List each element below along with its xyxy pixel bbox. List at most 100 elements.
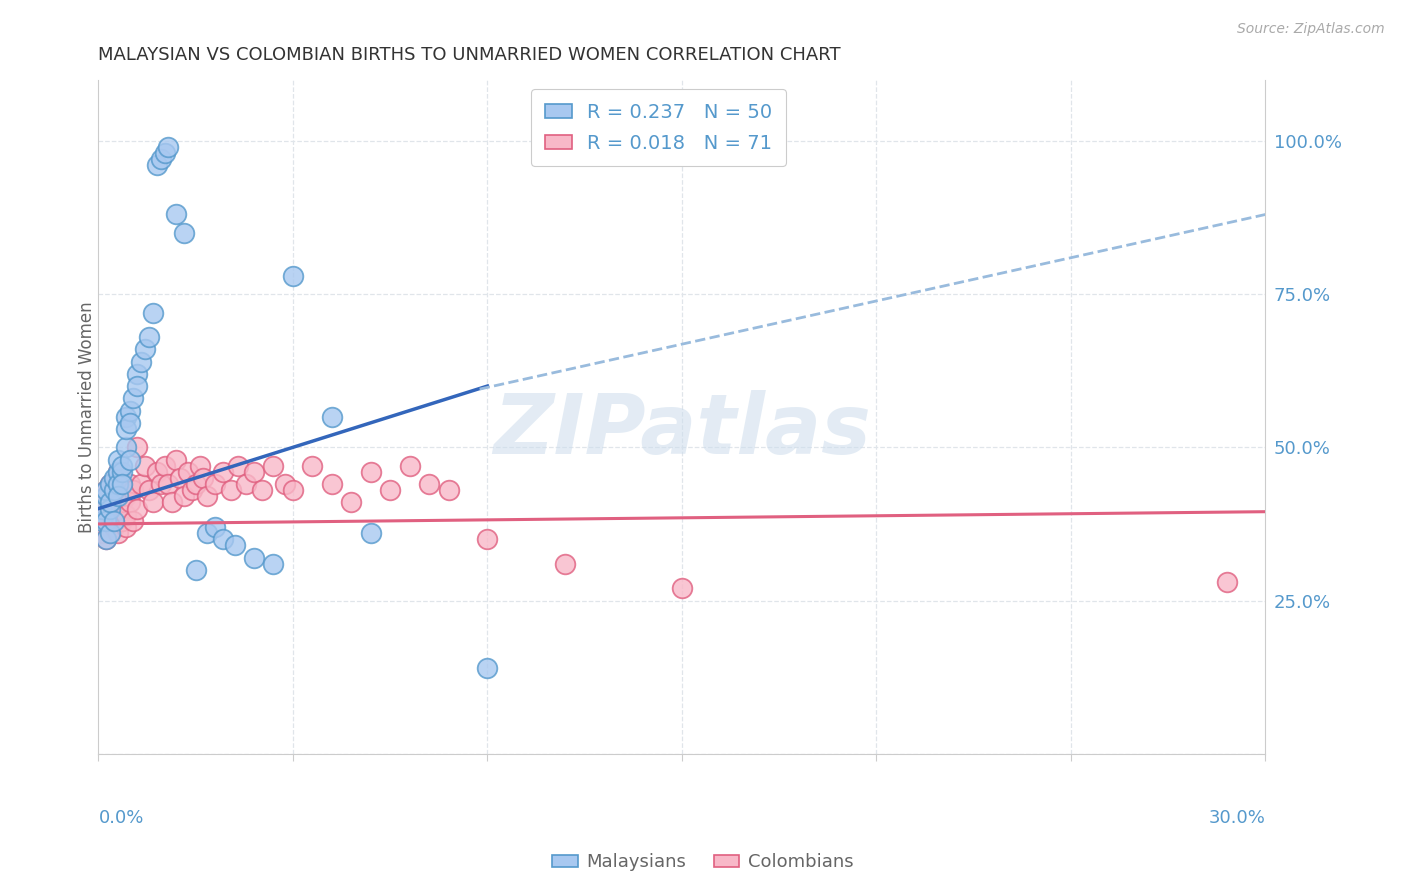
Point xyxy=(204,520,226,534)
Point xyxy=(437,483,460,498)
Legend: Malaysians, Colombians: Malaysians, Colombians xyxy=(546,847,860,879)
Point xyxy=(321,409,343,424)
Point xyxy=(142,495,165,509)
Point xyxy=(91,501,114,516)
Point xyxy=(98,477,121,491)
Point xyxy=(98,477,121,491)
Point xyxy=(195,489,218,503)
Text: MALAYSIAN VS COLOMBIAN BIRTHS TO UNMARRIED WOMEN CORRELATION CHART: MALAYSIAN VS COLOMBIAN BIRTHS TO UNMARRI… xyxy=(98,46,841,64)
Point xyxy=(103,495,125,509)
Point xyxy=(103,471,125,485)
Text: 30.0%: 30.0% xyxy=(1209,809,1265,827)
Point xyxy=(96,489,118,503)
Point xyxy=(177,465,200,479)
Point xyxy=(274,477,297,491)
Point xyxy=(98,501,121,516)
Point xyxy=(195,526,218,541)
Point xyxy=(184,563,207,577)
Point xyxy=(204,477,226,491)
Point xyxy=(212,533,235,547)
Point xyxy=(173,489,195,503)
Point xyxy=(107,477,129,491)
Text: Source: ZipAtlas.com: Source: ZipAtlas.com xyxy=(1237,22,1385,37)
Point xyxy=(103,483,125,498)
Point xyxy=(165,207,187,221)
Point xyxy=(262,458,284,473)
Point xyxy=(188,458,211,473)
Point xyxy=(145,158,167,172)
Point xyxy=(91,514,114,528)
Point xyxy=(134,343,156,357)
Point xyxy=(114,409,136,424)
Point xyxy=(243,465,266,479)
Point xyxy=(107,465,129,479)
Point xyxy=(98,495,121,509)
Point xyxy=(96,514,118,528)
Point xyxy=(340,495,363,509)
Point xyxy=(165,452,187,467)
Point xyxy=(127,441,149,455)
Point xyxy=(114,520,136,534)
Point xyxy=(149,477,172,491)
Point xyxy=(477,533,499,547)
Point xyxy=(301,458,323,473)
Point xyxy=(96,514,118,528)
Point xyxy=(91,526,114,541)
Point xyxy=(91,520,114,534)
Point xyxy=(184,477,207,491)
Point xyxy=(127,367,149,381)
Point xyxy=(153,458,176,473)
Point xyxy=(118,495,141,509)
Point xyxy=(671,582,693,596)
Point xyxy=(103,514,125,528)
Text: 0.0%: 0.0% xyxy=(98,809,143,827)
Point xyxy=(162,495,184,509)
Point xyxy=(111,495,134,509)
Point xyxy=(111,465,134,479)
Point xyxy=(118,416,141,430)
Point xyxy=(554,557,576,571)
Point xyxy=(281,268,304,283)
Point xyxy=(142,305,165,319)
Point xyxy=(1215,575,1237,590)
Point xyxy=(145,465,167,479)
Point xyxy=(398,458,420,473)
Point xyxy=(224,538,246,552)
Point xyxy=(107,452,129,467)
Point xyxy=(243,550,266,565)
Point xyxy=(157,477,180,491)
Point xyxy=(129,354,152,368)
Point xyxy=(107,501,129,516)
Point xyxy=(193,471,215,485)
Point xyxy=(96,533,118,547)
Point xyxy=(122,514,145,528)
Point xyxy=(91,501,114,516)
Point xyxy=(228,458,250,473)
Point xyxy=(122,392,145,406)
Point xyxy=(96,533,118,547)
Point xyxy=(114,489,136,503)
Point xyxy=(96,483,118,498)
Point xyxy=(127,379,149,393)
Point xyxy=(477,661,499,675)
Point xyxy=(107,514,129,528)
Point xyxy=(129,477,152,491)
Point xyxy=(122,483,145,498)
Point xyxy=(281,483,304,498)
Point xyxy=(98,520,121,534)
Point xyxy=(153,146,176,161)
Point xyxy=(103,514,125,528)
Point xyxy=(418,477,440,491)
Point xyxy=(138,330,160,344)
Point xyxy=(212,465,235,479)
Point xyxy=(111,458,134,473)
Point xyxy=(138,483,160,498)
Point xyxy=(127,501,149,516)
Point xyxy=(180,483,202,498)
Point xyxy=(378,483,401,498)
Point xyxy=(321,477,343,491)
Point xyxy=(235,477,257,491)
Point xyxy=(111,514,134,528)
Point xyxy=(103,520,125,534)
Point xyxy=(219,483,242,498)
